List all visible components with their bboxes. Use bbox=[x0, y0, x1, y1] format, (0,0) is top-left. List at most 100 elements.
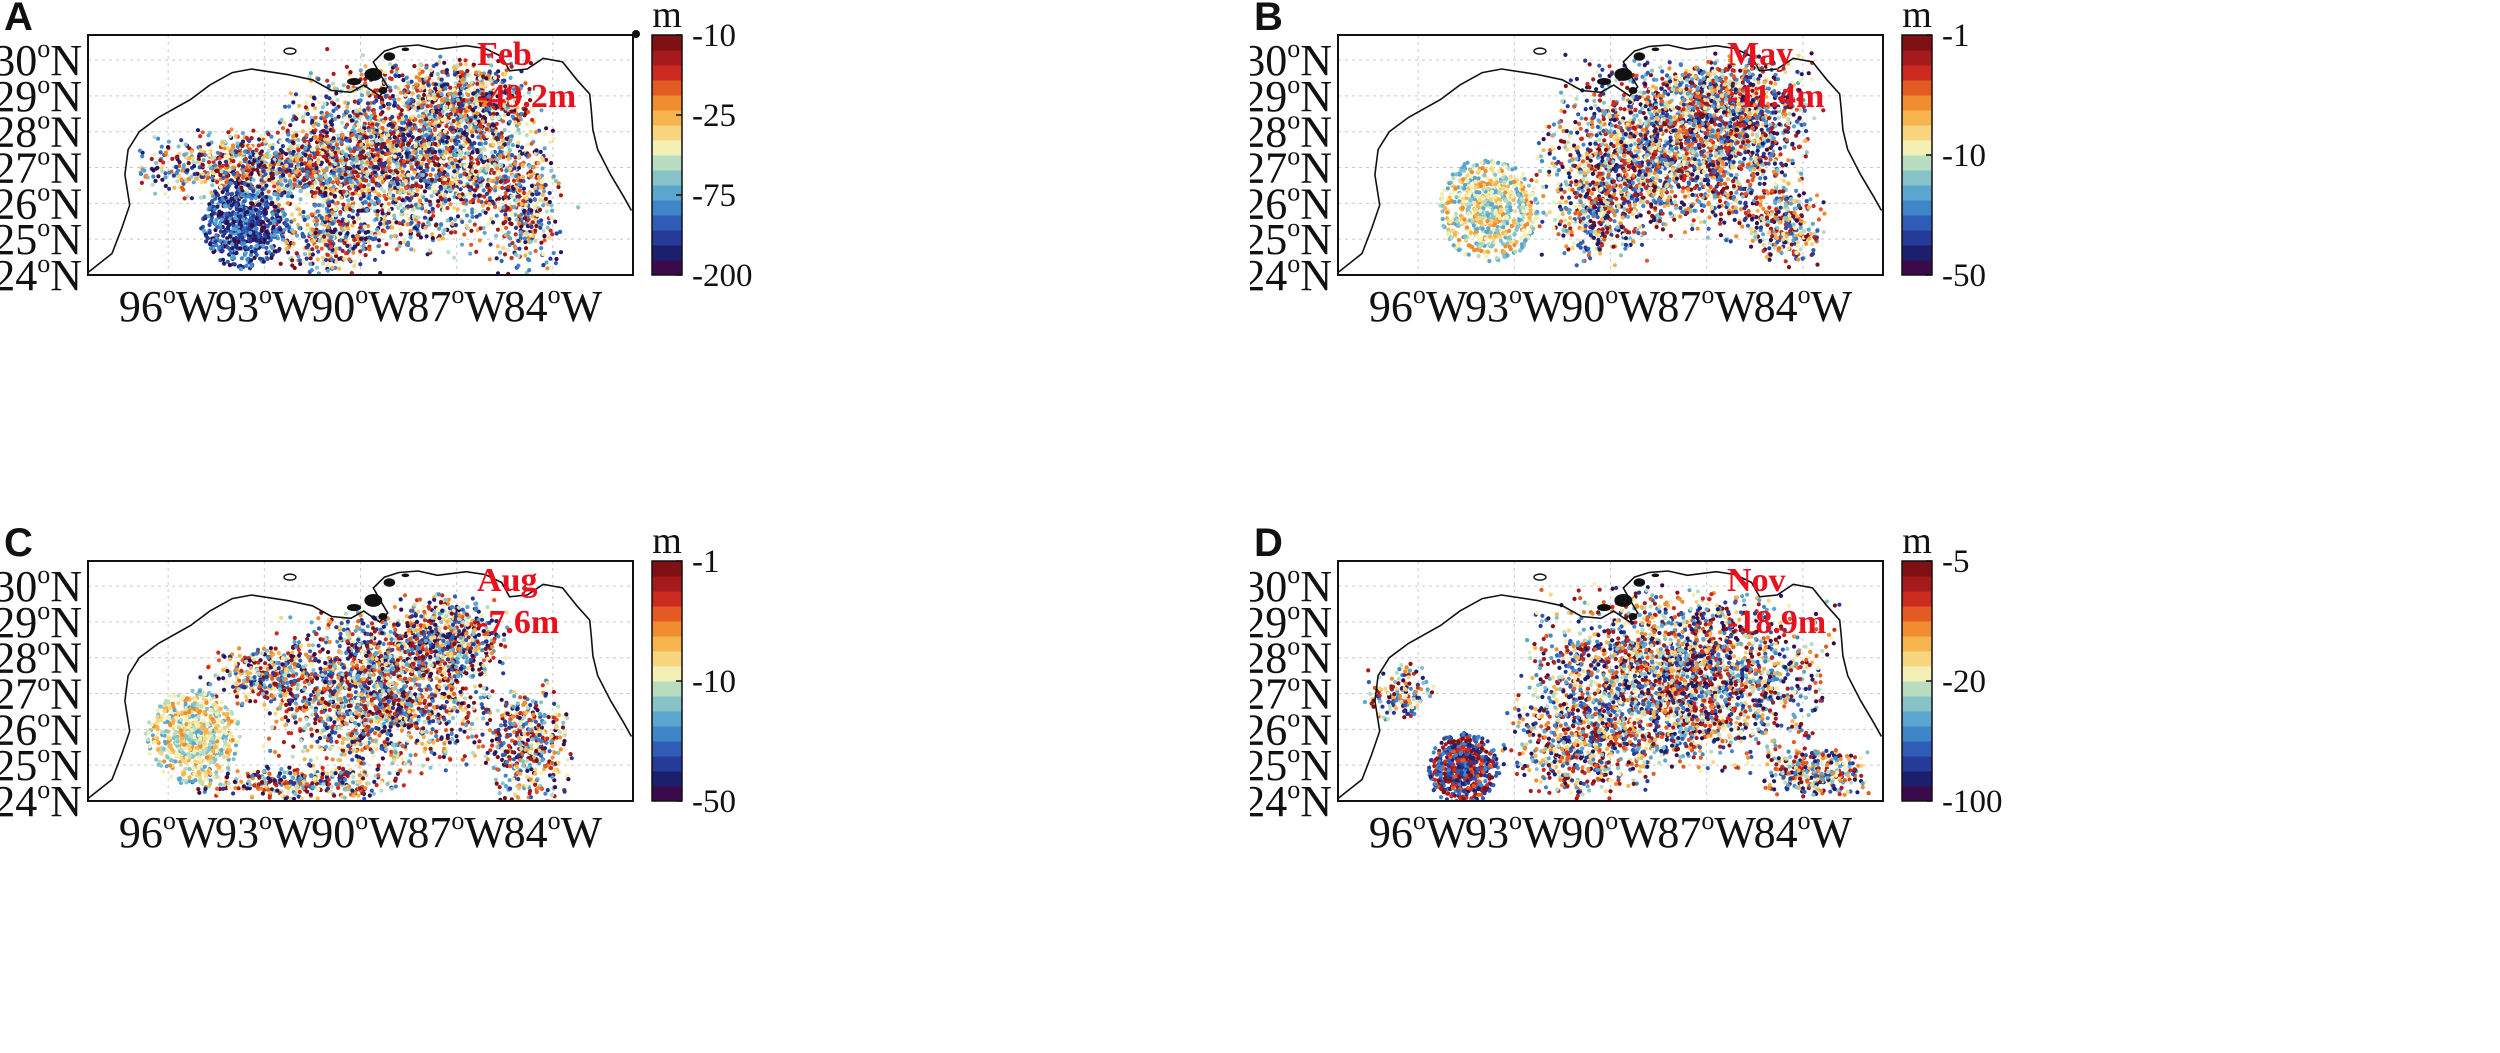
data-point bbox=[511, 87, 517, 92]
data-point bbox=[533, 238, 538, 243]
data-point bbox=[438, 171, 443, 176]
data-point bbox=[438, 222, 444, 227]
data-point bbox=[361, 194, 366, 199]
data-point bbox=[312, 203, 318, 208]
data-point bbox=[472, 141, 477, 146]
data-point bbox=[528, 98, 533, 103]
data-point bbox=[350, 215, 355, 220]
data-point bbox=[521, 186, 527, 191]
data-point bbox=[394, 125, 399, 130]
data-point bbox=[418, 166, 423, 171]
data-point bbox=[460, 103, 465, 108]
panel-A: A 30oN 29oN 28oN 27oN 26oN 25oN 24oN 96oW 93oW 90o… bbox=[0, 0, 1250, 526]
data-point bbox=[340, 120, 345, 125]
data-point bbox=[334, 177, 339, 182]
data-point bbox=[509, 93, 515, 99]
data-point bbox=[492, 205, 498, 210]
data-point bbox=[382, 189, 387, 194]
data-point bbox=[233, 216, 238, 221]
data-point bbox=[370, 122, 375, 127]
data-point bbox=[470, 214, 475, 219]
data-point bbox=[503, 151, 508, 156]
data-point bbox=[481, 146, 486, 151]
data-point bbox=[329, 235, 334, 240]
data-point bbox=[479, 183, 484, 188]
data-point bbox=[308, 71, 313, 76]
data-point bbox=[392, 103, 397, 108]
data-point bbox=[296, 207, 302, 212]
data-point bbox=[446, 250, 451, 255]
data-point bbox=[439, 104, 444, 109]
data-point bbox=[343, 205, 349, 210]
data-point bbox=[239, 256, 244, 261]
data-point bbox=[519, 224, 524, 229]
data-point bbox=[218, 173, 223, 178]
data-point bbox=[320, 255, 325, 260]
data-point bbox=[286, 250, 291, 255]
data-point bbox=[289, 185, 294, 190]
data-point bbox=[437, 149, 443, 154]
data-point bbox=[252, 255, 257, 260]
data-point bbox=[399, 126, 405, 131]
data-point bbox=[327, 96, 332, 101]
data-point bbox=[440, 138, 445, 144]
data-point bbox=[536, 161, 541, 166]
data-point bbox=[329, 257, 334, 262]
data-point bbox=[551, 250, 556, 256]
data-point bbox=[315, 265, 320, 270]
data-point bbox=[221, 175, 226, 180]
data-point bbox=[303, 161, 308, 166]
data-point bbox=[498, 94, 503, 99]
data-point bbox=[485, 163, 490, 168]
data-point bbox=[382, 204, 387, 209]
data-point bbox=[209, 219, 214, 224]
data-point bbox=[358, 184, 363, 189]
data-point bbox=[435, 203, 441, 208]
data-point bbox=[265, 223, 270, 228]
data-point bbox=[211, 155, 217, 160]
data-point bbox=[270, 212, 275, 217]
data-point bbox=[320, 105, 325, 110]
data-point bbox=[442, 170, 447, 175]
data-point bbox=[461, 136, 466, 141]
data-point bbox=[439, 196, 445, 202]
data-point bbox=[423, 225, 428, 230]
data-point bbox=[373, 94, 378, 99]
data-point bbox=[388, 76, 393, 81]
data-point bbox=[294, 233, 300, 238]
data-point bbox=[307, 127, 313, 132]
data-point bbox=[408, 235, 413, 240]
data-point bbox=[451, 87, 456, 92]
data-point bbox=[323, 190, 328, 196]
data-point bbox=[532, 206, 537, 211]
data-point bbox=[325, 268, 330, 273]
data-point bbox=[460, 72, 465, 77]
data-point bbox=[380, 150, 385, 155]
data-point bbox=[528, 233, 533, 238]
data-point bbox=[394, 220, 399, 225]
data-point bbox=[231, 219, 236, 224]
data-point bbox=[457, 57, 462, 63]
data-point bbox=[280, 150, 285, 155]
data-point bbox=[510, 114, 515, 119]
data-point bbox=[416, 114, 421, 119]
data-point bbox=[470, 150, 475, 155]
data-point bbox=[277, 167, 282, 172]
data-point bbox=[539, 246, 544, 251]
data-point bbox=[530, 117, 535, 122]
data-point bbox=[413, 144, 418, 149]
data-point bbox=[511, 178, 517, 183]
data-point bbox=[321, 198, 326, 203]
data-point bbox=[509, 153, 515, 158]
data-point bbox=[354, 108, 359, 113]
data-point bbox=[437, 87, 442, 92]
data-point bbox=[296, 137, 301, 143]
data-point bbox=[308, 137, 313, 143]
data-point bbox=[397, 221, 402, 226]
data-point bbox=[363, 236, 368, 242]
data-point bbox=[361, 149, 366, 154]
data-point bbox=[192, 164, 197, 169]
data-point bbox=[369, 113, 374, 118]
data-point bbox=[238, 246, 243, 251]
data-point bbox=[325, 78, 330, 83]
